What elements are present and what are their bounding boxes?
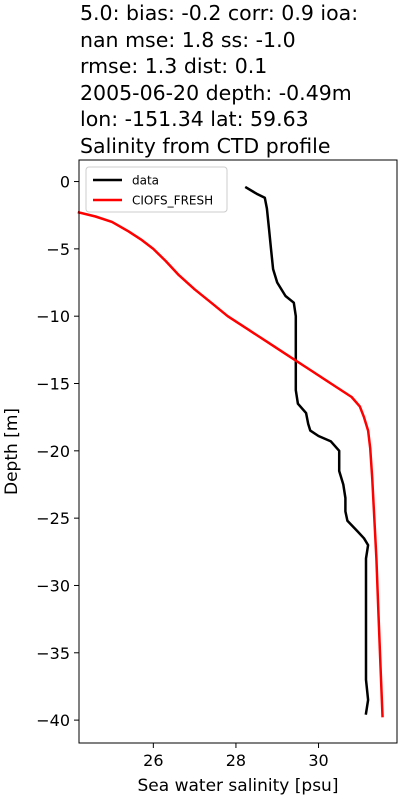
- y-tick-label: −20: [36, 442, 70, 461]
- y-tick-label: −35: [36, 644, 70, 663]
- x-tick-label: 26: [143, 751, 163, 770]
- ticks-layer: 26 28 30 0 −5 −10 −15 −20 −25 −30 −35 −40: [36, 173, 328, 770]
- title-line-6: Salinity from CTD profile: [80, 133, 331, 158]
- legend: data CIOFS_FRESH: [85, 166, 228, 213]
- y-tick-label: −5: [46, 240, 70, 259]
- y-tick-label: −10: [36, 307, 70, 326]
- title-line-2: nan mse: 1.8 ss: -1.0: [80, 27, 296, 52]
- series-line-data: [244, 185, 370, 715]
- title-line-5: lon: -151.34 lat: 59.63: [80, 107, 309, 131]
- x-tick-label: 28: [226, 751, 246, 770]
- legend-label-data: data: [132, 174, 159, 188]
- title-line-1: 5.0: bias: -0.2 corr: 0.9 ioa:: [80, 1, 359, 25]
- axes-frame: [78, 159, 398, 744]
- chart-title: 5.0: bias: -0.2 corr: 0.9 ioa: nan mse: …: [80, 0, 358, 159]
- x-axis-label: Sea water salinity [psu]: [138, 776, 339, 796]
- series-line-CIOFS_FRESH: [77, 210, 384, 718]
- y-tick-label: −25: [36, 509, 70, 528]
- x-tick-label: 30: [308, 751, 328, 770]
- series-layer: [77, 185, 384, 718]
- legend-label-CIOFS_FRESH: CIOFS_FRESH: [132, 194, 213, 208]
- title-line-4: 2005-06-20 depth: -0.49m: [80, 80, 352, 105]
- title-line-3: rmse: 1.3 dist: 0.1: [80, 54, 268, 78]
- y-tick-label: −30: [36, 576, 70, 595]
- y-tick-label: 0: [60, 173, 70, 192]
- y-tick-label: −15: [36, 375, 70, 394]
- y-axis-label: Depth [m]: [2, 408, 22, 495]
- y-tick-label: −40: [36, 711, 70, 730]
